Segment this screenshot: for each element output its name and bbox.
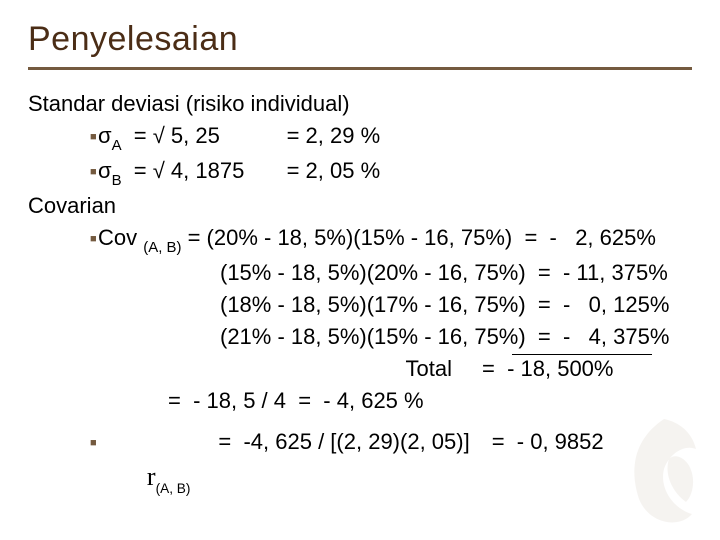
cov-total-line: Total = - 18, 500% bbox=[28, 353, 692, 385]
bullet-icon: ■ bbox=[72, 165, 98, 181]
sigma-a-mid: = √ 5, 25 bbox=[122, 120, 287, 152]
cov-symbol: Cov bbox=[98, 225, 143, 250]
correlation-line: ■ r(A, B) = -4, 625 / [(2, 29)(2, 05)] =… bbox=[28, 426, 692, 528]
r-symbol: r bbox=[147, 462, 156, 491]
cov-line-4: (21% - 18, 5%)(15% - 16, 75%) = - 4, 375… bbox=[28, 321, 692, 353]
sigma-b-mid: = √ 4, 1875 bbox=[122, 155, 287, 187]
bullet-icon: ■ bbox=[72, 130, 98, 146]
cov-l4: (21% - 18, 5%)(15% - 16, 75%) = - 4, 375… bbox=[220, 321, 669, 353]
page-title: Penyelesaian bbox=[28, 20, 692, 59]
cov-final-line: = - 18, 5 / 4 = - 4, 625 % bbox=[28, 385, 692, 417]
sigma-symbol: σ bbox=[98, 158, 112, 183]
sigma-b-line: ■ σB = √ 4, 1875 = 2, 05 % bbox=[28, 155, 692, 190]
cov-line-3: (18% - 18, 5%)(17% - 16, 75%) = - 0, 125… bbox=[28, 289, 692, 321]
heading-covarian: Covarian bbox=[28, 190, 692, 222]
bullet-icon: ■ bbox=[72, 436, 98, 452]
slide: Penyelesaian Standar deviasi (risiko ind… bbox=[0, 0, 720, 540]
cov-final: = - 18, 5 / 4 = - 4, 625 % bbox=[168, 385, 424, 417]
sigma-b-sub: B bbox=[112, 172, 122, 189]
bullet-icon: ■ bbox=[72, 232, 98, 248]
corr-result: = - 0, 9852 bbox=[470, 426, 604, 458]
heading-covarian-text: Covarian bbox=[28, 190, 116, 222]
r-sub: (A, B) bbox=[156, 481, 191, 496]
cov-sub: (A, B) bbox=[143, 239, 181, 256]
sigma-b-lhs: σB bbox=[98, 155, 122, 190]
cov-l3: (18% - 18, 5%)(17% - 16, 75%) = - 0, 125… bbox=[220, 289, 669, 321]
body: Standar deviasi (risiko individual) ■ σA… bbox=[28, 88, 692, 528]
cov-l1: = (20% - 18, 5%)(15% - 16, 75%) = - 2, 6… bbox=[181, 222, 655, 254]
sigma-a-lhs: σA bbox=[98, 120, 122, 155]
cov-line-2: (15% - 18, 5%)(20% - 16, 75%) = - 11, 37… bbox=[28, 257, 692, 289]
cov-l2: (15% - 18, 5%)(20% - 16, 75%) = - 11, 37… bbox=[220, 257, 668, 289]
sigma-a-rhs: = 2, 29 % bbox=[287, 120, 381, 152]
sigma-a-sub: A bbox=[112, 137, 122, 154]
heading-std-dev: Standar deviasi (risiko individual) bbox=[28, 88, 692, 120]
cov-total-value: = - 18, 500% bbox=[482, 353, 613, 385]
cov-total-label: Total bbox=[220, 353, 482, 385]
sigma-a-line: ■ σA = √ 5, 25 = 2, 29 % bbox=[28, 120, 692, 155]
sigma-symbol: σ bbox=[98, 123, 112, 148]
sigma-b-rhs: = 2, 05 % bbox=[287, 155, 381, 187]
corr-expr: = -4, 625 / [(2, 29)(2, 05)] bbox=[190, 426, 469, 458]
title-rule: Penyelesaian bbox=[28, 20, 692, 70]
heading-std-dev-text: Standar deviasi (risiko individual) bbox=[28, 88, 350, 120]
cov-lhs: Cov (A, B) bbox=[98, 222, 181, 257]
corr-lhs: r(A, B) bbox=[98, 426, 190, 528]
cov-line-1: ■ Cov (A, B) = (20% - 18, 5%)(15% - 16, … bbox=[28, 222, 692, 257]
sum-rule bbox=[512, 354, 652, 355]
